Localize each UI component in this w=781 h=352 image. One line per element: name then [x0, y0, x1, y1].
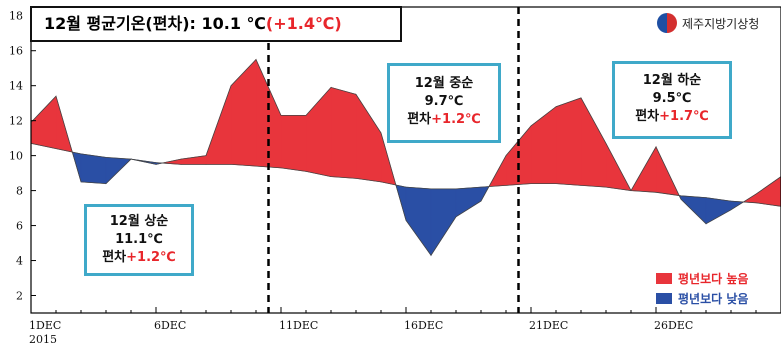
anomaly-segment — [280, 115, 307, 172]
period-title: 12월 중순 — [414, 76, 474, 91]
y-tick-label: 12 — [9, 115, 23, 128]
x-tick-label: 1DEC — [29, 319, 61, 332]
legend-swatch — [656, 292, 672, 304]
daily-temp-line — [30, 58, 781, 257]
period-dev-value: +1.2℃ — [126, 250, 176, 265]
period-dev-value: +1.7℃ — [659, 109, 709, 124]
period-dividers — [267, 7, 520, 313]
legend-item-above: 평년보다 높음 — [656, 268, 748, 288]
x-tick-label: 11DEC — [279, 319, 318, 332]
y-tick-label: 16 — [9, 45, 23, 58]
legend-item-below: 평년보다 낮음 — [656, 288, 748, 308]
anomaly-segment — [455, 186, 482, 218]
anomaly-segment — [305, 86, 332, 177]
y-tick-label: 6 — [16, 220, 23, 233]
legend: 평년보다 높음 평년보다 낮음 — [656, 268, 748, 308]
agency-logo: 제주지방기상청 — [657, 12, 760, 34]
y-tick-label: 8 — [16, 185, 23, 198]
anomaly-segment — [705, 197, 732, 225]
period-title: 12월 하순 — [642, 73, 702, 88]
y-tick-label: 10 — [9, 150, 23, 163]
legend-label: 평년보다 높음 — [678, 271, 749, 286]
normal-temp-line — [30, 143, 781, 207]
period-temp: 9.7℃ — [424, 94, 464, 109]
chart-title: 12월 평균기온(편차): 10.1 ℃(+1.4℃) — [30, 6, 402, 42]
period-box-mid: 12월 중순 9.7℃ 편차+1.2℃ — [387, 63, 501, 143]
period-dev-label: 편차 — [407, 112, 432, 127]
period-box-early: 12월 상순 11.1℃ 편차+1.2℃ — [84, 204, 194, 276]
anomaly-segment — [555, 97, 582, 186]
period-temp: 9.5℃ — [652, 91, 692, 106]
legend-swatch — [656, 272, 672, 284]
y-tick-label: 4 — [16, 255, 23, 268]
taegeuk-emblem-icon — [657, 13, 677, 33]
x-year-label: 2015 — [29, 333, 57, 346]
anomaly-segment — [80, 153, 107, 184]
y-tick-label: 14 — [9, 80, 23, 93]
agency-name: 제주지방기상청 — [682, 16, 760, 31]
anomaly-segment — [330, 87, 357, 179]
anomaly-areas — [30, 58, 781, 257]
x-tick-label: 21DEC — [529, 319, 568, 332]
series-lines — [30, 58, 781, 257]
anomaly-segment — [180, 155, 207, 165]
period-box-late: 12월 하순 9.5℃ 편차+1.7℃ — [612, 61, 732, 139]
anomaly-segment — [355, 93, 382, 183]
period-dev-value: +1.2℃ — [431, 112, 481, 127]
title-main: 12월 평균기온(편차): 10.1 ℃ — [44, 14, 266, 33]
anomaly-segment — [30, 95, 57, 149]
anomaly-segment — [530, 106, 557, 184]
period-title: 12월 상순 — [109, 214, 169, 229]
period-dev-label: 편차 — [635, 109, 660, 124]
legend-label: 평년보다 낮음 — [678, 291, 749, 306]
anomaly-segment — [405, 186, 432, 257]
y-tick-label: 2 — [16, 290, 23, 303]
anomaly-segment — [580, 97, 607, 188]
title-anomaly: (+1.4℃) — [265, 14, 342, 33]
period-dev-label: 편차 — [102, 250, 127, 265]
period-temp: 11.1℃ — [115, 232, 163, 247]
y-tick-label: 18 — [9, 10, 23, 23]
anomaly-segment — [205, 85, 232, 165]
x-tick-label: 16DEC — [404, 319, 443, 332]
x-tick-label: 6DEC — [154, 319, 186, 332]
x-tick-label: 26DEC — [654, 319, 693, 332]
anomaly-segment — [230, 58, 257, 167]
axes: 2 4 6 8 10 12 14 16 18 1DEC 6DEC 11DEC 16DEC 21DEC 26D… — [9, 6, 781, 346]
